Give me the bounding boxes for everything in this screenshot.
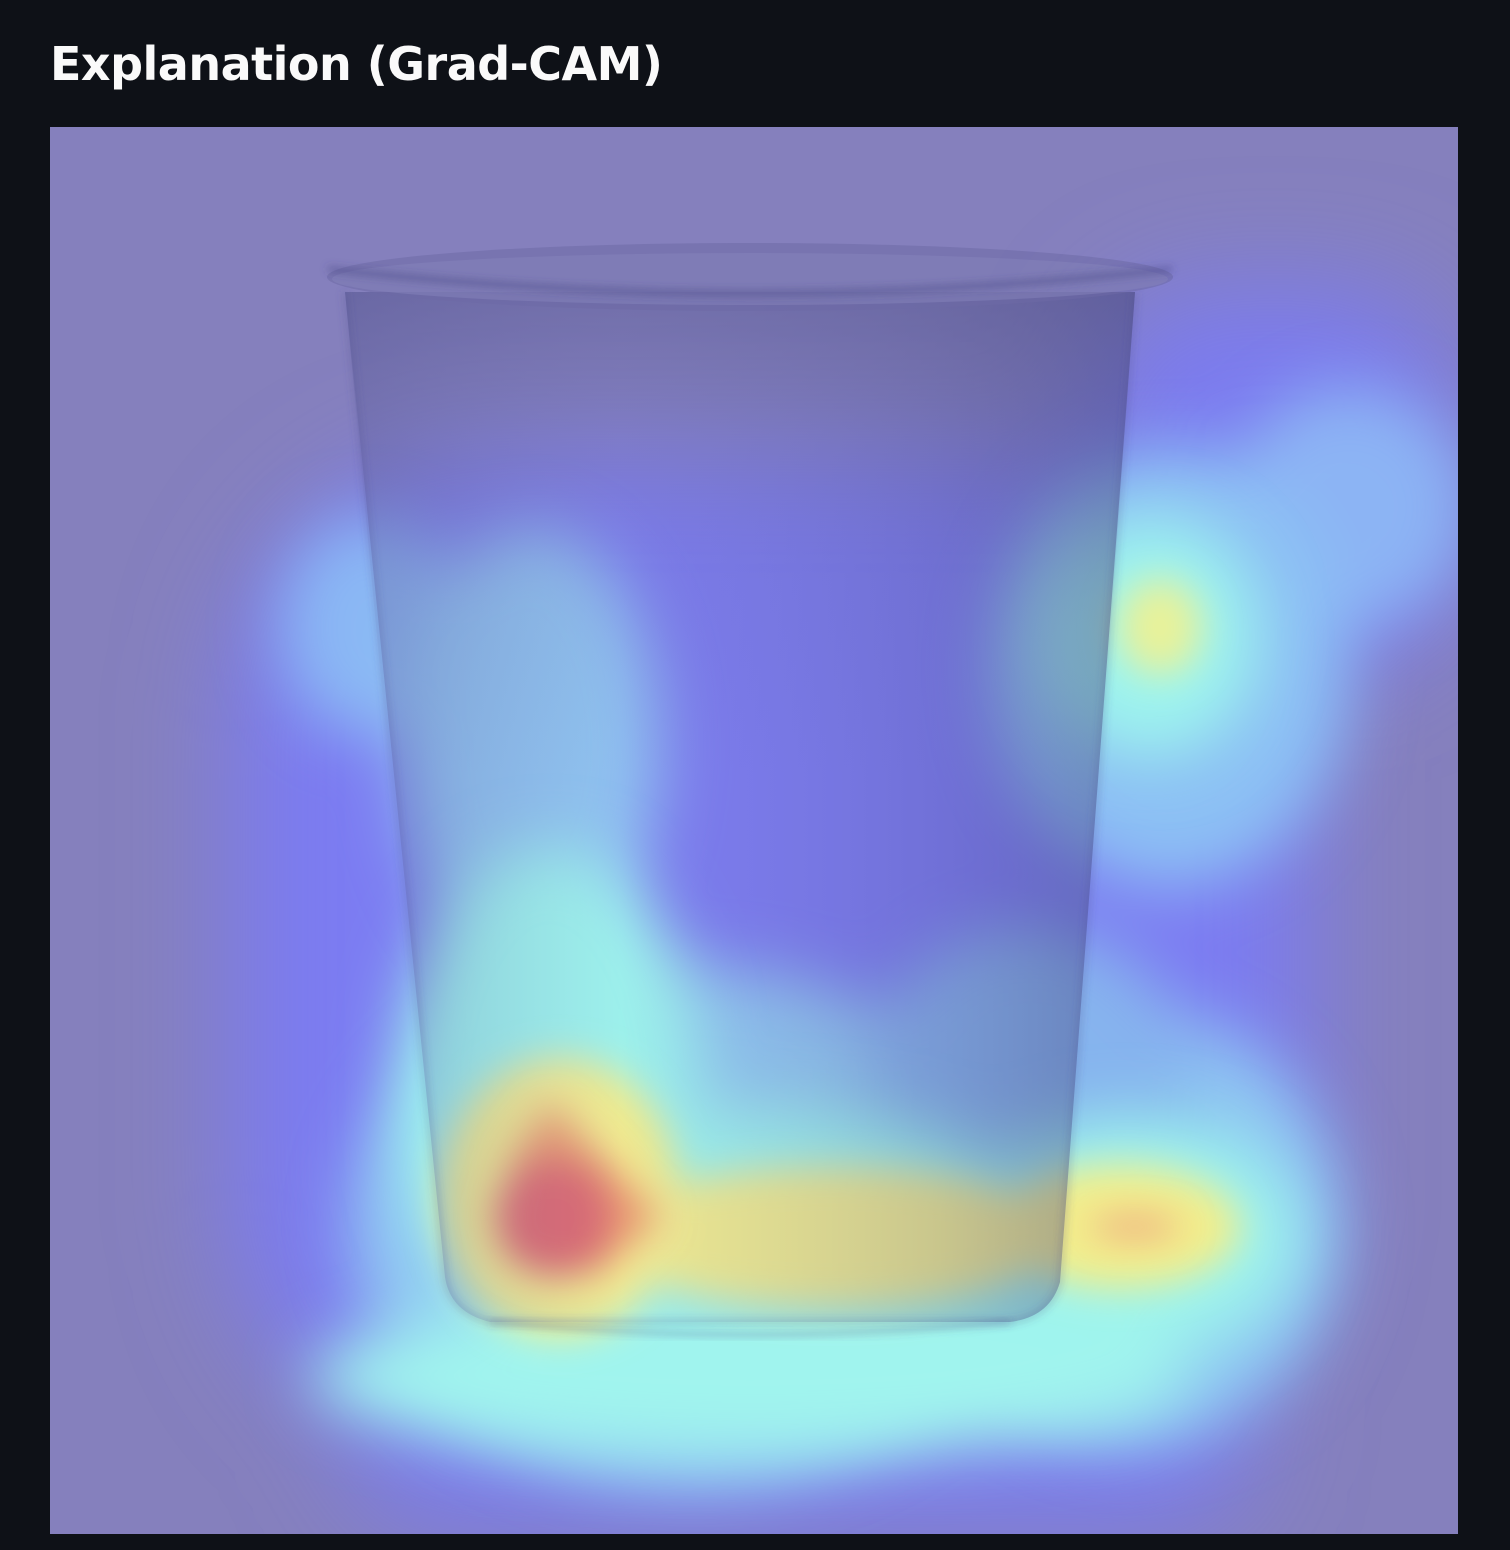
paper-cup-icon (327, 243, 1173, 1337)
section-title: Explanation (Grad-CAM) (50, 37, 663, 91)
grad-cam-image (50, 127, 1458, 1534)
grad-cam-visualization (50, 127, 1458, 1534)
